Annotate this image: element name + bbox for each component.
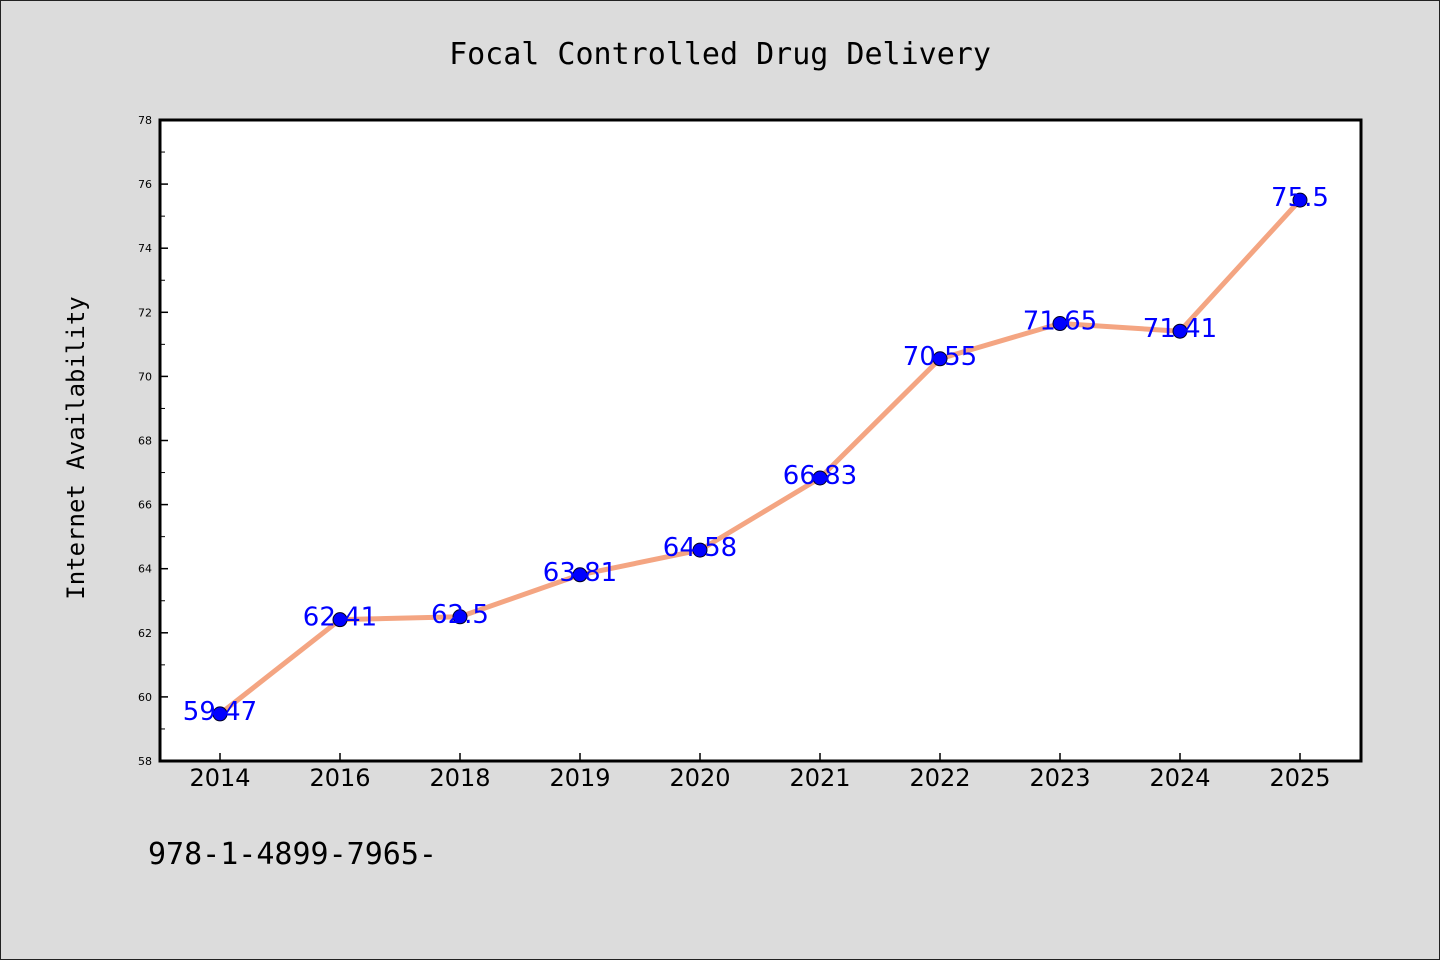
y-tick-label: 58 [138,755,152,768]
data-label: 70.55 [903,342,977,372]
y-axis-label: Internet Availability [62,296,90,599]
x-tick-label: 2014 [189,764,250,792]
data-point [1292,192,1308,208]
data-label: 71.65 [1023,307,1097,337]
x-tick-label: 2022 [909,764,970,792]
data-point [1172,323,1188,339]
x-tick-label: 2018 [429,764,490,792]
x-axis: 2014 2016 2018 2019 2020 2021 2022 2023 2024 2025 [189,753,1331,792]
data-label: 62.5 [431,600,489,630]
data-label: 59.47 [183,697,257,727]
y-tick-label: 70 [138,370,152,383]
data-point [332,612,348,628]
chart-title: Focal Controlled Drug Delivery [449,37,991,72]
y-axis: 58 60 62 64 66 68 70 72 74 76 78 [138,114,168,768]
y-tick-label: 76 [138,178,152,191]
footer-text: 978-1-4899-7965- [148,837,437,872]
x-tick-label: 2024 [1149,764,1210,792]
x-tick-label: 2025 [1269,764,1330,792]
plot-area [158,118,1363,763]
data-label: 75.5 [1271,183,1329,213]
y-tick-label: 78 [138,114,152,127]
series-line [217,197,1303,717]
data-point [932,351,948,367]
data-label: 64.58 [663,533,737,563]
data-labels: 59.47 62.41 62.5 63.81 64.58 66.83 70.55 71.65 7… [183,183,1329,727]
x-tick-label: 2023 [1029,764,1090,792]
y-tick-label: 62 [138,627,152,640]
y-tick-label: 66 [138,499,152,512]
data-label: 66.83 [783,461,857,491]
y-tick-label: 68 [138,435,152,448]
data-points [212,192,1308,722]
data-label: 62.41 [303,603,377,633]
data-point [452,609,468,625]
x-tick-label: 2021 [789,764,850,792]
y-tick-label: 60 [138,691,152,704]
series-line-group [217,197,1303,717]
data-point [692,542,708,558]
x-tick-label: 2016 [309,764,370,792]
y-tick-label: 74 [138,242,152,255]
x-tick-label: 2019 [549,764,610,792]
y-tick-label: 64 [138,563,152,576]
data-point [212,706,228,722]
x-tick-label: 2020 [669,764,730,792]
data-point [1052,316,1068,332]
y-tick-label: 72 [138,306,152,319]
data-point [572,567,588,583]
data-label: 63.81 [543,558,617,588]
data-label: 71.41 [1143,314,1217,344]
data-point [812,470,828,486]
